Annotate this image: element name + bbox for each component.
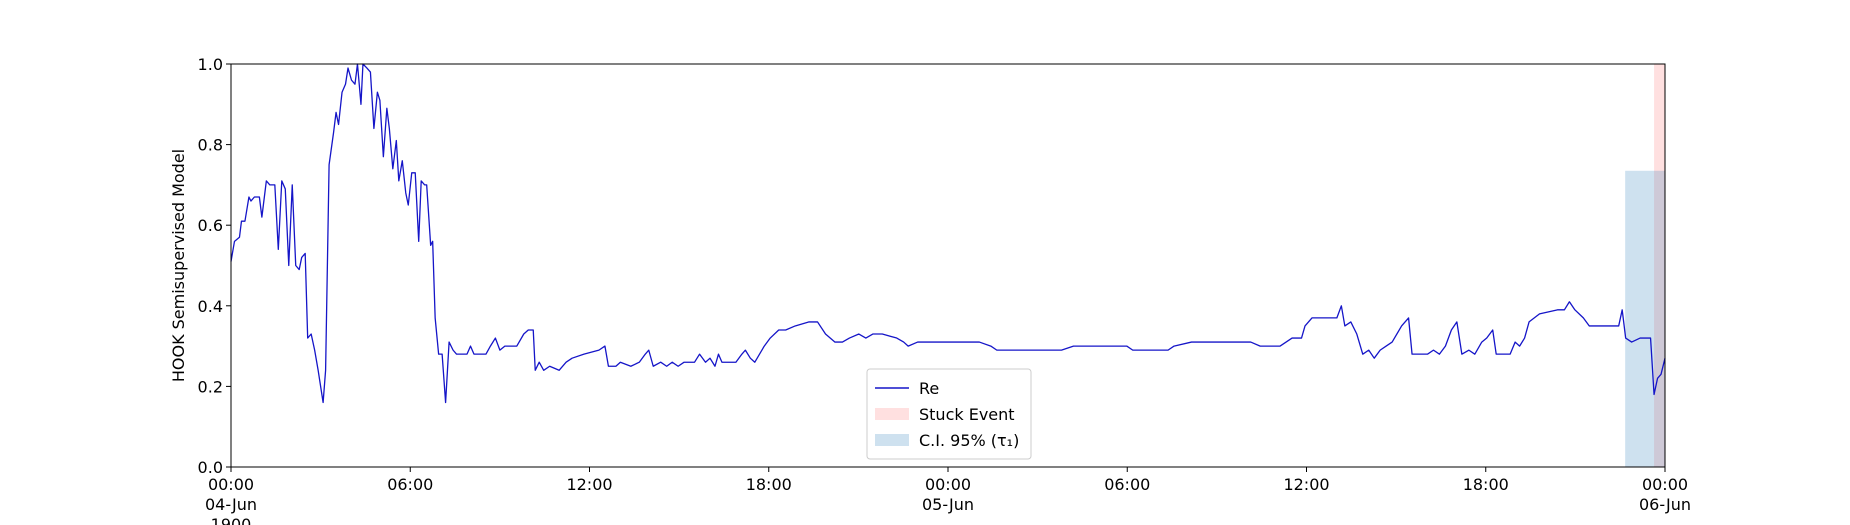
y-axis-label: HOOK Semisupervised Model — [169, 149, 188, 382]
y-tick-label: 0.4 — [198, 297, 223, 316]
x-tick-label: 00:00 05-Jun — [922, 475, 974, 514]
legend: Re Stuck Event C.I. 95% (τ₁) — [866, 368, 1032, 460]
legend-label: Re — [919, 379, 939, 398]
y-tick-label: 0.0 — [198, 458, 223, 477]
y-tick-label: 0.8 — [198, 136, 223, 155]
y-tick-label: 0.6 — [198, 216, 223, 235]
data-line — [230, 63, 1666, 404]
shaded-span — [1625, 170, 1665, 468]
x-tick-label: 00:00 04-Jun 1900 — [205, 475, 257, 525]
y-tick-label: 1.0 — [198, 55, 223, 74]
x-tick-label: 18:00 — [1463, 475, 1509, 494]
legend-label: C.I. 95% (τ₁) — [919, 431, 1019, 450]
shaded-span — [1654, 64, 1665, 467]
x-tick-label: 12:00 — [566, 475, 612, 494]
y-tick-label: 0.2 — [198, 377, 223, 396]
legend-swatch — [875, 434, 909, 446]
x-tick-label: 00:00 06-Jun — [1639, 475, 1691, 514]
x-tick-label: 06:00 — [387, 475, 433, 494]
x-tick-label: 18:00 — [746, 475, 792, 494]
legend-box — [866, 368, 1032, 460]
legend-swatch — [875, 408, 909, 420]
x-tick-label: 06:00 — [1104, 475, 1150, 494]
legend-label: Stuck Event — [919, 405, 1015, 424]
x-tick-label: 12:00 — [1283, 475, 1329, 494]
